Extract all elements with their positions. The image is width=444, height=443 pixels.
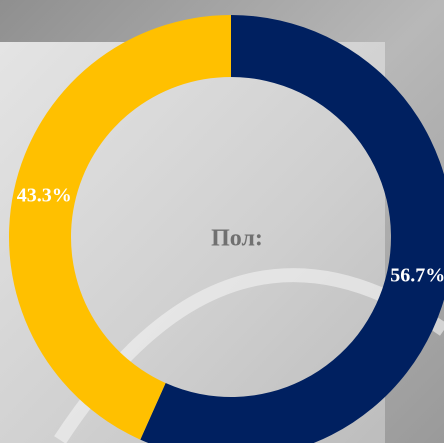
value-label: 56.7% [390, 265, 444, 287]
center-label: Пол: [211, 226, 263, 252]
value-label: 43.3% [17, 185, 72, 207]
donut-slice [140, 15, 444, 443]
donut-slice [8, 15, 232, 440]
